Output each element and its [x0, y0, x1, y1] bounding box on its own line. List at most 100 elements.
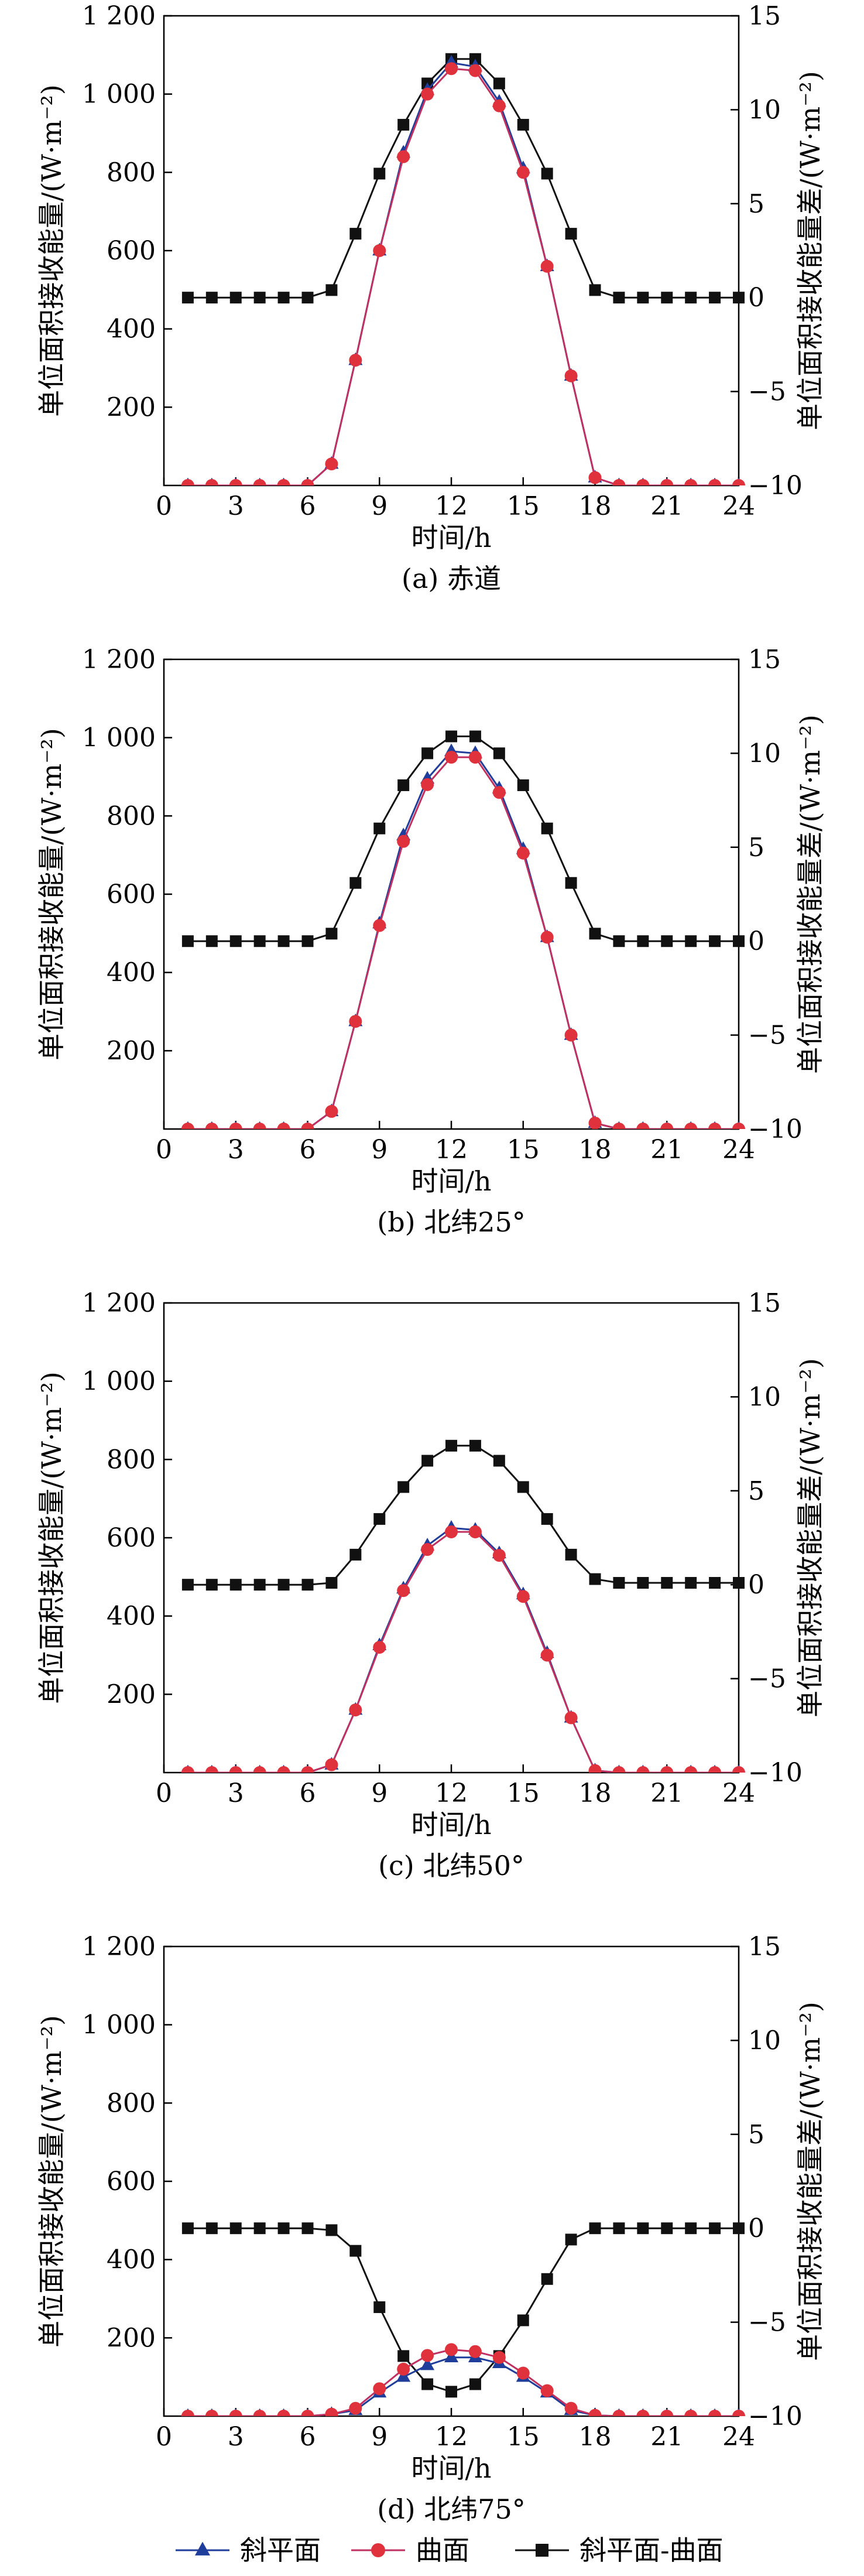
data-point-circle	[708, 2410, 722, 2416]
x-tick-label: 0	[156, 491, 172, 521]
data-point-square	[637, 2222, 649, 2235]
x-tick-label: 6	[300, 1778, 316, 1808]
plot-frame	[163, 15, 740, 487]
data-point-circle	[612, 1766, 626, 1773]
data-point-circle	[301, 479, 314, 485]
y-right-tick-label: 5	[748, 189, 764, 219]
data-point-circle	[612, 2410, 626, 2416]
data-point-square	[373, 1513, 386, 1525]
x-tick-label: 12	[435, 491, 468, 521]
y-right-tick-label: 5	[748, 2120, 764, 2150]
data-point-circle	[325, 457, 338, 471]
y-left-tick-label: 800	[107, 2088, 156, 2118]
data-point-circle	[397, 834, 410, 848]
data-point-circle	[205, 1123, 218, 1129]
series-1	[183, 54, 743, 485]
data-point-circle	[349, 354, 362, 367]
y-right-tick-label: 0	[748, 283, 764, 313]
data-point-circle	[684, 1766, 698, 1773]
data-point-circle	[516, 2366, 530, 2380]
data-point-circle	[373, 244, 386, 257]
y-left-tick-label: 800	[107, 158, 156, 187]
y-right-tick-label: 10	[748, 738, 781, 768]
x-axis-label: 时间/h	[411, 2452, 491, 2484]
y-right-tick-label: 10	[748, 95, 781, 125]
data-point-square	[589, 2222, 601, 2235]
data-point-square	[685, 2222, 697, 2235]
data-point-circle	[445, 1525, 458, 1538]
y-right-tick-label: 15	[748, 1, 781, 31]
y-left-tick-label: 600	[107, 236, 156, 266]
data-point-square	[205, 1579, 218, 1591]
legend-label: 斜平面	[240, 2534, 321, 2566]
series-2	[181, 2343, 745, 2416]
data-point-circle	[516, 166, 530, 179]
y-right-tick-label: −10	[748, 1758, 803, 1788]
y-left-axis-label: 单位面积接收能量/(W·m⁻²)	[36, 2015, 67, 2348]
y-left-tick-label: 1 200	[82, 1932, 156, 1962]
data-point-circle	[708, 1766, 722, 1773]
y-left-tick-label: 800	[107, 801, 156, 831]
y-left-tick-label: 1 000	[82, 2010, 156, 2040]
data-point-circle	[181, 1123, 194, 1129]
legend-marker-circle	[371, 2543, 385, 2557]
y-right-tick-label: −5	[748, 1664, 786, 1694]
x-tick-label: 24	[722, 491, 755, 521]
x-tick-label: 15	[507, 1778, 540, 1808]
x-tick-label: 9	[371, 1778, 388, 1808]
x-tick-label: 0	[156, 1135, 172, 1165]
data-point-circle	[684, 2410, 698, 2416]
data-point-square	[733, 292, 745, 304]
series-line	[187, 1445, 739, 1586]
x-axis-label: 时间/h	[411, 1809, 491, 1841]
data-point-circle	[181, 2410, 194, 2416]
data-point-circle	[277, 1123, 290, 1129]
data-point-square	[733, 1576, 745, 1589]
data-point-circle	[229, 1766, 242, 1773]
series-line	[187, 756, 739, 1129]
series-line	[187, 67, 739, 485]
data-point-square	[661, 1576, 673, 1589]
y-right-tick-label: 0	[748, 1570, 764, 1600]
y-left-tick-label: 600	[107, 2167, 156, 2197]
x-tick-label: 21	[650, 1135, 683, 1165]
data-point-circle	[277, 479, 290, 485]
data-point-circle	[732, 1766, 745, 1773]
data-point-square	[325, 1576, 338, 1589]
legend-marker-square	[536, 2544, 548, 2557]
panel-caption: (c) 北纬50°	[378, 1850, 524, 1881]
data-point-circle	[684, 479, 698, 485]
data-point-square	[493, 1455, 505, 1467]
data-point-square	[277, 935, 290, 947]
y-right-tick-label: 10	[748, 2026, 781, 2055]
data-point-circle	[708, 1123, 722, 1129]
y-left-tick-label: 200	[107, 392, 156, 422]
series-line	[187, 750, 739, 1129]
data-point-square	[613, 935, 625, 947]
data-point-circle	[445, 62, 458, 76]
y-right-tick-label: 15	[748, 1932, 781, 1962]
data-point-circle	[636, 479, 650, 485]
y-right-tick-label: 0	[748, 926, 764, 956]
data-point-circle	[205, 479, 218, 485]
y-left-tick-label: 800	[107, 1445, 156, 1475]
data-point-square	[325, 2224, 338, 2236]
data-point-circle	[349, 1703, 362, 1717]
data-point-circle	[373, 2382, 386, 2396]
data-point-circle	[492, 786, 506, 799]
chart-panel-2: 0 3 6 9 12 15 18 21 24 200 400 600 800 1 000 1 200 −10 −…	[36, 645, 826, 1238]
y-right-axis-label: 单位面积接收能量差/(W·m⁻²)	[794, 714, 826, 1074]
x-tick-label: 18	[579, 1778, 612, 1808]
y-left-tick-label: 400	[107, 2245, 156, 2275]
data-point-square	[637, 935, 649, 947]
y-right-tick-label: −5	[748, 377, 786, 407]
data-point-square	[709, 935, 721, 947]
data-point-square	[277, 292, 290, 304]
data-point-square	[421, 2378, 434, 2390]
data-point-square	[253, 935, 266, 947]
y-right-tick-label: −5	[748, 1021, 786, 1051]
x-tick-label: 15	[507, 2422, 540, 2452]
y-left-tick-label: 1 000	[82, 1367, 156, 1397]
y-right-tick-label: 5	[748, 833, 764, 863]
series-2	[181, 1525, 745, 1773]
